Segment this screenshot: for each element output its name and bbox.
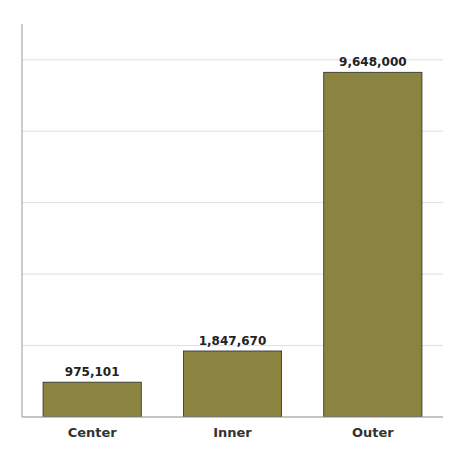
grid-line bbox=[22, 417, 443, 418]
bar bbox=[43, 382, 141, 417]
grid bbox=[22, 60, 443, 417]
y-axis-line bbox=[22, 24, 23, 417]
bar bbox=[324, 72, 422, 417]
chart: 975,101 1,847,670 9,648,000 Center Inner Oute… bbox=[0, 0, 459, 459]
x-axis-line bbox=[22, 417, 443, 418]
chart-container: 975,101 1,847,670 9,648,000 Center Inner Oute… bbox=[0, 0, 459, 459]
bars bbox=[43, 72, 422, 417]
x-tick-label: Inner bbox=[213, 425, 252, 440]
x-tick-label: Center bbox=[68, 425, 118, 440]
data-label: 1,847,670 bbox=[199, 334, 267, 348]
data-label: 975,101 bbox=[65, 365, 120, 379]
bar bbox=[183, 351, 281, 417]
x-tick-label: Outer bbox=[352, 425, 394, 440]
data-label: 9,648,000 bbox=[339, 55, 407, 69]
